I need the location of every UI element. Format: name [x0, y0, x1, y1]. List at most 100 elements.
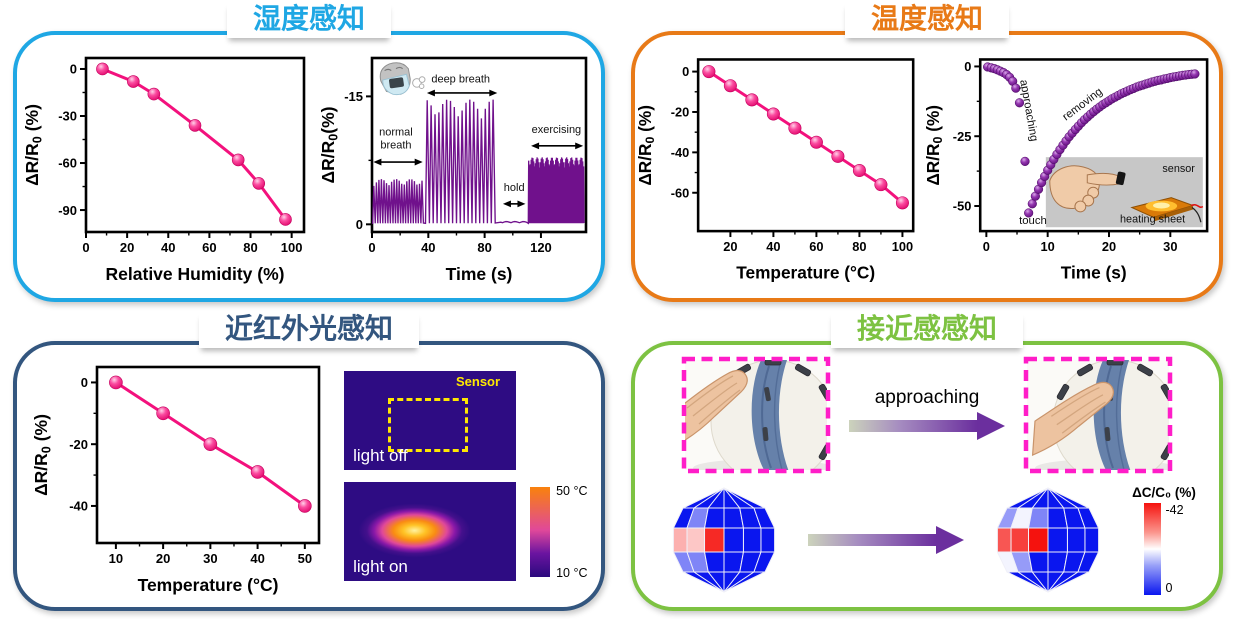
arrow-approaching-top	[849, 411, 1005, 440]
thermal-on-row: light on 50 °C 10 °C	[344, 482, 587, 581]
chart-nir-response: 10 20 30 40 50 0 -20 -40 Temperature (°C) ΔR/R0 (…	[31, 365, 320, 595]
scatter-points	[983, 61, 1200, 218]
photo-hand-far	[681, 356, 831, 474]
panel-box-temperature: 20 40 60 80 100 0 -20 -40 -60 Temperature (°C) ΔR/…	[631, 31, 1223, 302]
svg-text:-30: -30	[58, 108, 77, 123]
capacitance-max-label: -42	[1165, 503, 1184, 518]
svg-text:hold: hold	[504, 182, 525, 194]
svg-text:0: 0	[356, 217, 363, 232]
panel-box-humidity: 0 20 40 60 80 100 0 -30 -60 -90 Relative Humidity …	[13, 31, 605, 302]
svg-text:0: 0	[983, 238, 990, 253]
svg-text:Relative Humidity (%): Relative Humidity (%)	[105, 264, 284, 284]
proximity-photo-row: approaching	[635, 356, 1219, 474]
mask-breath-icon	[380, 61, 426, 95]
svg-text:100: 100	[892, 238, 913, 253]
thermal-colorbar-gradient	[530, 486, 551, 577]
colorbar-min-label: 10 °C	[556, 565, 588, 580]
svg-text:Time (s): Time (s)	[446, 264, 513, 284]
globe-patches	[996, 487, 1100, 593]
svg-text:0: 0	[69, 61, 76, 76]
panel-nir: 近红外光感知 10 20 30 40 50 0 -20 -40 Temperature (°C)…	[0, 310, 618, 619]
svg-text:heating sheet: heating sheet	[1120, 213, 1185, 225]
svg-text:-40: -40	[69, 499, 88, 514]
panel-title-nir: 近红外光感知	[198, 312, 420, 348]
chart-breath-monitoring: 0 40 80 120 0 -15 Time (s) ΔR/R0(%) normalbreath…	[318, 56, 588, 284]
svg-text:30: 30	[203, 551, 217, 566]
svg-text:-60: -60	[58, 155, 77, 170]
svg-text:20: 20	[723, 238, 737, 253]
svg-text:-50: -50	[953, 198, 972, 213]
approaching-arrow-block: approaching	[847, 387, 1007, 443]
colorbar-max-label: 50 °C	[556, 483, 588, 498]
panel-humidity: 湿度感知 0 20 40 60 80 100 0 -30 -60 -90 Relative Humi…	[0, 0, 618, 310]
panel-proximity: 接近感感知 approaching ΔC/C₀ (%)	[618, 310, 1236, 619]
thermal-colorbar-labels: 50 °C 10 °C	[556, 483, 587, 581]
svg-text:ΔR/R0 (%): ΔR/R0 (%)	[635, 104, 657, 185]
svg-text:60: 60	[809, 238, 823, 253]
svg-text:60: 60	[202, 240, 216, 255]
sensor-label: Sensor	[455, 374, 501, 389]
capacitance-colorbar: ΔC/C₀ (%) -42 0	[1132, 485, 1196, 596]
arrow-approaching-bottom	[808, 526, 965, 555]
hand-with-sensor-illustration	[1049, 164, 1126, 212]
svg-text:Temperature (°C): Temperature (°C)	[736, 262, 875, 282]
svg-text:touch: touch	[1019, 215, 1047, 227]
nir-thermal-images: Sensor light off light on 50 °C 10 °C	[344, 371, 587, 581]
proximity-heatmap-row: ΔC/C₀ (%) -42 0	[635, 484, 1219, 596]
svg-text:30: 30	[1163, 238, 1177, 253]
svg-text:Time (s): Time (s)	[1061, 262, 1127, 282]
svg-text:80: 80	[852, 238, 866, 253]
svg-text:sensor: sensor	[1162, 162, 1195, 174]
svg-text:ΔR/R0(%): ΔR/R0(%)	[318, 106, 341, 183]
chart-temperature-response: 20 40 60 80 100 0 -20 -40 -60 Temperature (°C) ΔR/…	[635, 57, 915, 282]
photo-hand-near	[1023, 356, 1173, 474]
svg-text:-20: -20	[69, 437, 88, 452]
panel-box-proximity: approaching ΔC/C₀ (%) -42 0	[631, 341, 1223, 611]
series-markers	[95, 62, 292, 226]
svg-text:ΔR/R0 (%): ΔR/R0 (%)	[31, 414, 54, 496]
axes: 0 20 40 60 80 100 0 -30 -60 -90 Relative Humidity …	[22, 56, 305, 284]
svg-text:40: 40	[421, 240, 435, 255]
globe-patches	[672, 487, 776, 593]
dashed-photo-border	[681, 356, 831, 473]
svg-text:-90: -90	[58, 202, 77, 217]
approaching-label: approaching	[874, 386, 980, 408]
svg-text:Temperature (°C): Temperature (°C)	[137, 575, 278, 595]
svg-text:exercising: exercising	[532, 124, 582, 136]
series-line	[708, 69, 904, 204]
svg-text:10: 10	[108, 551, 122, 566]
chart-humidity-response: 0 20 40 60 80 100 0 -30 -60 -90 Relative Humidity …	[22, 56, 305, 284]
light-off-label: light off	[353, 446, 408, 465]
panel-temperature: 温度感知 20 40 60 80 100 0 -20 -40 -60 Temperature (°…	[618, 0, 1236, 310]
svg-text:20: 20	[1102, 238, 1116, 253]
svg-text:normal: normal	[379, 126, 413, 138]
capacitance-min-label: 0	[1165, 581, 1173, 596]
panel-title-proximity: 接近感感知	[830, 312, 1024, 348]
heatmap-globe-far	[672, 487, 776, 593]
svg-text:0: 0	[964, 59, 971, 74]
breath-waveform	[372, 99, 585, 224]
thermal-colorbar: 50 °C 10 °C	[530, 482, 587, 581]
series-markers	[108, 375, 312, 513]
svg-text:80: 80	[478, 240, 492, 255]
finger-sensor	[1115, 171, 1126, 185]
svg-text:10: 10	[1041, 238, 1055, 253]
light-on-label: light on	[353, 557, 408, 576]
photo-hand-far-image	[681, 356, 831, 473]
chart-touch-response: 0 10 20 30 0 -25 -50 Time (s) ΔR/R0 (%) sensor hea…	[923, 57, 1209, 282]
panel-title-humidity: 湿度感知	[226, 2, 392, 38]
capacitance-colorbar-gradient	[1144, 503, 1162, 596]
svg-text:ΔR/R0 (%): ΔR/R0 (%)	[22, 104, 45, 186]
axes: 20 40 60 80 100 0 -20 -40 -60 Temperature (°C) ΔR/…	[635, 57, 915, 282]
svg-text:40: 40	[766, 238, 780, 253]
svg-text:-15: -15	[345, 89, 364, 104]
svg-text:-25: -25	[953, 128, 972, 143]
svg-text:40: 40	[161, 240, 175, 255]
series-markers	[702, 64, 909, 209]
svg-text:20: 20	[155, 551, 169, 566]
hand-illustration	[685, 369, 748, 441]
sensor-dashed-outline	[388, 398, 469, 452]
svg-text:80: 80	[243, 240, 257, 255]
panel-title-temperature: 温度感知	[844, 2, 1010, 38]
